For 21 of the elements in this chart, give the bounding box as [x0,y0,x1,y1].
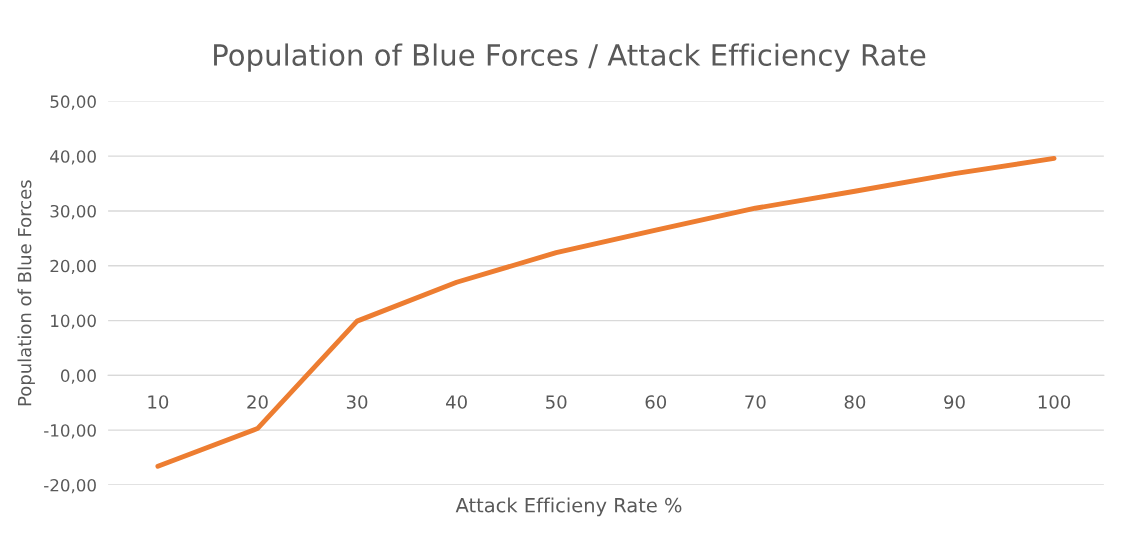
x-tick-label: 70 [745,395,766,409]
x-tick-label: 90 [944,395,965,409]
y-tick-label: 30,00 [50,204,96,220]
y-tick-label: 10,00 [51,314,96,329]
x-tick-label: 80 [844,395,866,409]
x-tick-label: 30 [346,395,368,409]
x-tick-label: 10 [148,395,169,409]
chart-title: Population of Blue Forces / Attack Efficiency Rate [214,43,926,72]
y-tick-label: -20,00 [44,478,96,494]
y-tick-label: 20,00 [50,259,96,275]
y-axis-title: Population of Blue Forces [17,180,35,406]
y-tick-label: 0,00 [60,369,96,384]
x-tick-label: 100 [1038,395,1071,409]
x-axis-title: Attack Efficieny Rate % [455,497,682,517]
x-tick-label: 60 [645,395,667,409]
y-tick-label: 40,00 [50,150,96,165]
y-tick-label: -10,00 [44,424,96,439]
x-tick-label: 40 [446,395,467,409]
y-tick-label: 50,00 [50,95,96,110]
x-tick-label: 50 [546,395,567,409]
x-tick-label: 20 [247,395,268,409]
